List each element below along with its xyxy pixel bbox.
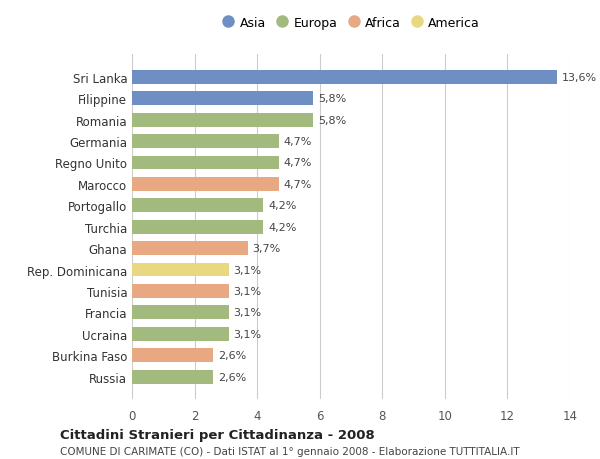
Text: 3,1%: 3,1% — [233, 329, 262, 339]
Bar — [132, 348, 214, 362]
Bar — [132, 306, 229, 319]
Text: 2,6%: 2,6% — [218, 350, 246, 360]
Bar — [132, 263, 229, 277]
Bar — [132, 220, 263, 234]
Bar — [132, 71, 557, 84]
Text: 2,6%: 2,6% — [218, 372, 246, 382]
Text: 4,2%: 4,2% — [268, 201, 296, 211]
Text: 4,2%: 4,2% — [268, 222, 296, 232]
Bar — [132, 370, 214, 384]
Bar — [132, 156, 279, 170]
Bar — [132, 284, 229, 298]
Text: 5,8%: 5,8% — [318, 94, 346, 104]
Text: 4,7%: 4,7% — [284, 137, 312, 147]
Text: 4,7%: 4,7% — [284, 158, 312, 168]
Text: 13,6%: 13,6% — [562, 73, 598, 83]
Bar — [132, 178, 279, 191]
Text: Cittadini Stranieri per Cittadinanza - 2008: Cittadini Stranieri per Cittadinanza - 2… — [60, 428, 375, 442]
Bar — [132, 113, 313, 127]
Bar — [132, 199, 263, 213]
Text: 3,1%: 3,1% — [233, 265, 262, 275]
Text: 4,7%: 4,7% — [284, 179, 312, 190]
Bar — [132, 135, 279, 149]
Bar — [132, 92, 313, 106]
Text: 3,7%: 3,7% — [253, 244, 281, 253]
Bar — [132, 327, 229, 341]
Bar — [132, 241, 248, 256]
Text: 3,1%: 3,1% — [233, 286, 262, 296]
Legend: Asia, Europa, Africa, America: Asia, Europa, Africa, America — [222, 17, 480, 29]
Text: 3,1%: 3,1% — [233, 308, 262, 318]
Text: 5,8%: 5,8% — [318, 115, 346, 125]
Text: COMUNE DI CARIMATE (CO) - Dati ISTAT al 1° gennaio 2008 - Elaborazione TUTTITALI: COMUNE DI CARIMATE (CO) - Dati ISTAT al … — [60, 447, 520, 456]
